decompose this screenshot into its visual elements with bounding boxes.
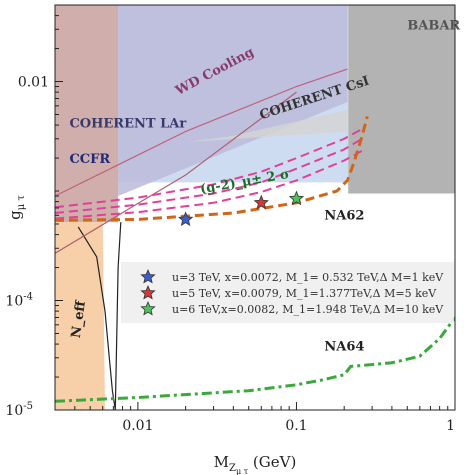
exclusion-regions	[55, 5, 455, 410]
region-wd-cooling	[118, 5, 348, 196]
label-coherent-lar: COHERENT LAr	[69, 117, 186, 132]
y-tick-label: 10-4	[5, 292, 33, 310]
label-ccfr: CCFR	[69, 152, 110, 167]
legend-box	[121, 262, 454, 323]
curve-g-2-upper	[55, 126, 366, 209]
benchmark-star-1	[178, 211, 194, 226]
benchmark-star-2	[253, 194, 269, 210]
boundary-coherent-lar-diagonal	[55, 91, 297, 254]
region-boundaries	[55, 68, 348, 410]
curve-g-2-lower	[55, 148, 366, 220]
legend-star-1	[140, 268, 156, 284]
curve-g-2-2	[55, 136, 366, 214]
legend-star-3	[140, 300, 156, 316]
y-tick-label: 0.01	[18, 75, 49, 91]
label-na64: NA64	[324, 339, 364, 354]
y-tick-label: 10-5	[5, 401, 33, 419]
benchmark-points	[178, 190, 305, 226]
boundary-wd-cooling-edge	[55, 68, 348, 197]
x-axis-title: MZμ τ (GeV)	[214, 453, 297, 475]
legend: u=3 TeV, x=0.0072, M_1= 0.532 TeV,Δ M=1 …	[121, 262, 454, 323]
region-babar	[348, 5, 455, 194]
y-axis-title: gμ τ	[6, 195, 27, 220]
region-coherent-lar	[55, 5, 119, 223]
x-tick-label: 0.1	[285, 418, 307, 434]
curve-na62	[55, 116, 369, 222]
legend-star-2	[140, 284, 156, 300]
region-coherent-csi	[185, 110, 348, 143]
label-n-eff: N_eff	[69, 299, 89, 339]
label-babar: BABAR	[407, 18, 460, 33]
benchmark-star-3	[288, 190, 305, 206]
x-tick-label: 1	[446, 418, 455, 434]
boundary-n-eff-edge	[77, 222, 122, 410]
legend-entry-1: u=3 TeV, x=0.0072, M_1= 0.532 TeV,Δ M=1 …	[172, 271, 444, 284]
legend-entry-2: u=5 TeV, x=0.0079, M_1=1.377TeV,Δ M=5 ke…	[172, 287, 437, 300]
region-n-eff	[55, 222, 105, 410]
x-tick-label: 0.01	[122, 418, 153, 434]
curve-na64	[55, 316, 455, 403]
legend-entry-3: u=6 TeV,x=0.0082, M_1=1.948 TeV,Δ M=10 k…	[172, 303, 444, 316]
constraint-curves	[55, 116, 455, 403]
label-na62: NA62	[324, 208, 364, 223]
